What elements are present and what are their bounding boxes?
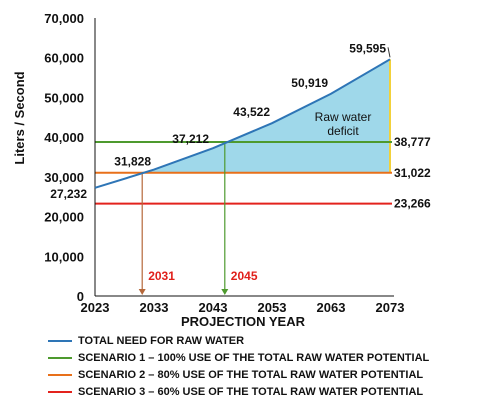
legend-label: TOTAL NEED FOR RAW WATER [78,334,245,347]
legend-swatch-total-need [48,339,72,342]
arrow-head [221,289,229,295]
y-tick-label: 30,000 [44,170,84,185]
need-value-label: 37,212 [172,132,209,146]
legend-item-scenario-1: SCENARIO 1 – 100% USE OF THE TOTAL RAW W… [48,349,429,366]
legend-swatch-scenario-2 [48,373,72,376]
need-value-label: 50,919 [291,76,328,90]
need-value-label: 31,828 [114,155,151,169]
y-tick-label: 40,000 [44,130,84,145]
y-tick-label: 20,000 [44,210,84,225]
deficit-area [143,59,390,173]
scenario-3-value-label: 23,266 [394,197,431,211]
legend-item-scenario-3: SCENARIO 3 – 60% USE OF THE TOTAL RAW WA… [48,383,429,400]
y-tick-label: 70,000 [44,11,84,26]
x-tick-label: 2063 [317,300,346,315]
scenario-2-value-label: 31,022 [394,166,431,180]
scenario-1-value-label: 38,777 [394,135,431,149]
deficit-label: Raw water [315,110,372,124]
y-tick-label: 0 [77,289,84,304]
legend-item-scenario-2: SCENARIO 2 – 80% USE OF THE TOTAL RAW WA… [48,366,429,383]
arrow-head [138,289,146,295]
legend-label: SCENARIO 3 – 60% USE OF THE TOTAL RAW WA… [78,385,424,398]
legend: TOTAL NEED FOR RAW WATER SCENARIO 1 – 10… [48,332,429,400]
leader-line [387,47,391,58]
legend-label: SCENARIO 1 – 100% USE OF THE TOTAL RAW W… [78,351,430,364]
x-tick-label: 2023 [81,300,110,315]
deficit-label: deficit [327,124,359,138]
x-axis-label: PROJECTION YEAR [181,314,306,329]
need-value-label: 27,232 [50,187,87,201]
annotation-year-2031: 2031 [148,269,175,283]
legend-item-total-need: TOTAL NEED FOR RAW WATER [48,332,429,349]
x-tick-label: 2053 [258,300,287,315]
need-value-label: 43,522 [233,105,270,119]
legend-swatch-scenario-1 [48,356,72,359]
x-tick-label: 2043 [199,300,228,315]
y-axis-label: Liters / Second [12,71,27,164]
total-need-line [94,58,391,189]
legend-label: SCENARIO 2 – 80% USE OF THE TOTAL RAW WA… [78,368,424,381]
need-value-label: 59,595 [349,41,386,55]
legend-swatch-scenario-3 [48,390,72,393]
annotation-year-2045: 2045 [231,269,258,283]
y-tick-label: 50,000 [44,90,84,105]
y-tick-label: 10,000 [44,249,84,264]
x-tick-label: 2033 [140,300,169,315]
y-tick-label: 60,000 [44,51,84,66]
x-tick-label: 2073 [376,300,405,315]
